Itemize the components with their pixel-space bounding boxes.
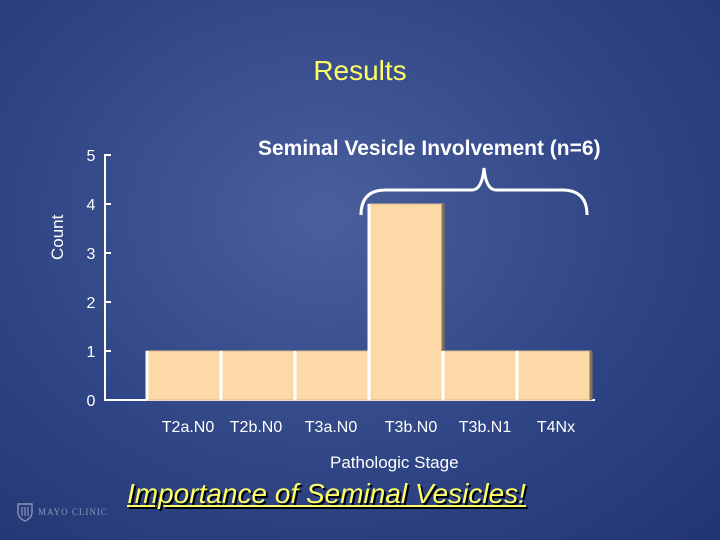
- x-tick-label: T2b.N0: [230, 419, 283, 436]
- bar-T3bN1: [442, 350, 518, 401]
- bar-T3bN0: [368, 203, 444, 401]
- shield-icon: [17, 503, 33, 522]
- x-tick-label: T2a.N0: [162, 419, 215, 436]
- x-axis-label: Pathologic Stage: [330, 453, 459, 472]
- y-tick-labels: 0 1 2 3 4 5: [87, 148, 96, 410]
- slide-tagline: Importance of Seminal Vesicles!: [127, 478, 526, 509]
- bar-T3aN0: [294, 350, 370, 401]
- logo-text: MAYO CLINIC: [38, 507, 108, 517]
- bar-T2bN0: [220, 350, 296, 401]
- x-tick-label: T3a.N0: [305, 419, 358, 436]
- bar-T4Nx: [516, 350, 592, 401]
- group-brace: [359, 167, 589, 216]
- y-tick-label: 5: [87, 148, 96, 165]
- y-tick-label: 2: [87, 295, 96, 312]
- y-tick-label: 3: [87, 246, 96, 263]
- y-axis-label: Count: [48, 214, 67, 260]
- chart-bars: [145, 203, 593, 401]
- chart-title: Seminal Vesicle Involvement (n=6): [258, 137, 601, 160]
- mayo-clinic-logo: MAYO CLINIC: [16, 502, 108, 522]
- y-tick-label: 1: [87, 344, 96, 361]
- slide-title: Results: [313, 55, 407, 86]
- y-tick-label: 0: [87, 393, 96, 410]
- x-tick-labels: T2a.N0 T2b.N0 T3a.N0 T3b.N0 T3b.N1 T4Nx: [162, 419, 575, 436]
- x-tick-label: T3b.N1: [459, 419, 512, 436]
- x-tick-label: T4Nx: [537, 419, 575, 436]
- y-tick-label: 4: [87, 197, 96, 214]
- x-tick-label: T3b.N0: [385, 419, 438, 436]
- bar-T2aN0: [146, 350, 222, 401]
